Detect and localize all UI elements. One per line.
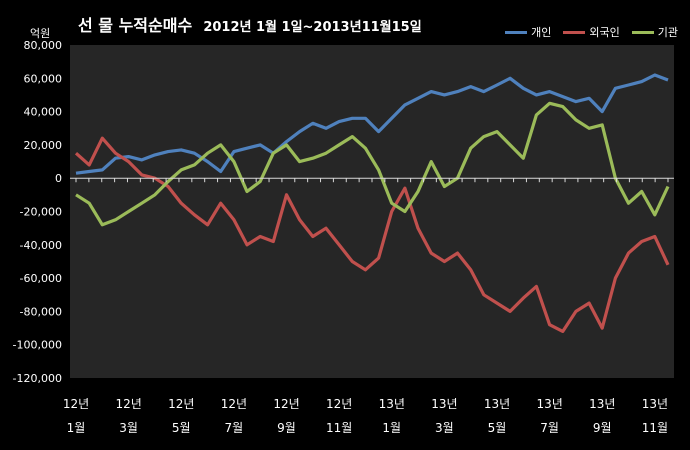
x-tick-year-label: 12년 <box>273 397 299 411</box>
series-lines <box>74 73 670 333</box>
y-axis-unit-label: 억원 <box>30 27 51 40</box>
x-tick-year-label: 13년 <box>589 397 615 411</box>
chart-title: 선 물 누적순매수 2012년 1월 1일~2013년11월15일 <box>78 16 422 35</box>
x-tick-year-label: 12년 <box>168 397 194 411</box>
x-tick-month-label: 9월 <box>277 421 296 435</box>
y-tick-label: 40,000 <box>24 106 63 119</box>
series-line-institution <box>75 101 670 227</box>
legend: 개인 외국인 기관 <box>505 24 678 40</box>
legend-label-foreign: 외국인 <box>589 26 620 39</box>
x-tick-month-label: 1월 <box>67 421 86 435</box>
x-tick-month-label: 3월 <box>119 421 138 435</box>
x-tick-month-label: 9월 <box>593 421 612 435</box>
x-tick-labels: 12년 1월 12년 3월 12년 5월 12년 7월 12년 9월 12년 11월 13년 1월 13년 3… <box>63 397 668 435</box>
legend-label-individual: 개인 <box>531 26 552 39</box>
legend-swatch-foreign <box>563 30 586 34</box>
legend-swatch-individual <box>505 30 528 34</box>
x-tick-month-label: 1월 <box>382 421 401 435</box>
y-tick-label: 80,000 <box>24 39 63 52</box>
series-line-individual <box>75 73 669 175</box>
y-tick-label: -100,000 <box>13 339 62 352</box>
x-tick-year-label: 12년 <box>63 397 89 411</box>
x-tick-month-label: 11월 <box>642 421 668 435</box>
series-line-foreign <box>74 136 670 333</box>
x-tick-month-label: 3월 <box>435 421 454 435</box>
y-tick-label: -40,000 <box>20 239 62 252</box>
x-axis <box>70 177 674 183</box>
plot-area <box>70 45 674 378</box>
y-tick-label: 20,000 <box>24 139 63 152</box>
y-tick-label: -60,000 <box>20 272 62 285</box>
x-tick-year-label: 13년 <box>484 397 510 411</box>
x-tick-year-label: 13년 <box>379 397 405 411</box>
x-tick-month-label: 11월 <box>326 421 352 435</box>
x-tick-year-label: 13년 <box>536 397 562 411</box>
y-tick-labels: 80,000 60,000 40,000 20,000 0 -20,000 -40,000 -… <box>13 39 62 385</box>
y-tick-label: -80,000 <box>20 305 62 318</box>
y-tick-label: 0 <box>55 172 62 185</box>
x-tick-month-label: 5월 <box>172 421 191 435</box>
x-tick-year-label: 12년 <box>115 397 141 411</box>
chart-subtitle: 2012년 1월 1일~2013년11월15일 <box>203 20 422 35</box>
legend-item-foreign: 외국인 <box>563 24 620 40</box>
x-tick-year-label: 13년 <box>642 397 668 411</box>
x-tick-year-label: 13년 <box>431 397 457 411</box>
x-tick-month-label: 7월 <box>225 421 244 435</box>
legend-label-institution: 기관 <box>657 26 678 39</box>
y-tick-label: -120,000 <box>13 372 62 385</box>
legend-item-institution: 기관 <box>631 24 678 40</box>
y-tick-label: -20,000 <box>20 206 62 219</box>
y-tick-label: 60,000 <box>24 72 63 85</box>
x-tick-month-label: 5월 <box>488 421 507 435</box>
legend-item-individual: 개인 <box>505 24 551 40</box>
x-tick-month-label: 7월 <box>540 421 559 435</box>
x-tick-year-label: 12년 <box>221 397 247 411</box>
legend-swatch-institution <box>631 30 654 34</box>
x-tick-year-label: 12년 <box>326 397 352 411</box>
